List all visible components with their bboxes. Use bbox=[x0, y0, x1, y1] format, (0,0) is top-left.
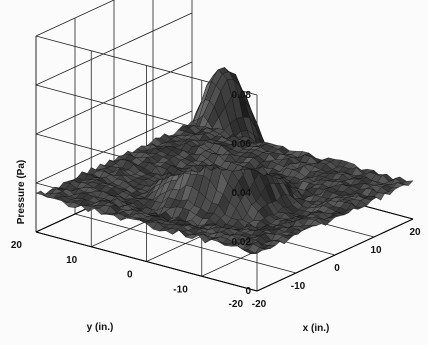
x-tick-labels: -20 -10 0 10 20 bbox=[252, 227, 421, 310]
surface-cell bbox=[401, 180, 414, 186]
grid-line bbox=[35, 12, 193, 86]
z-axis-label: Pressure (Pa) bbox=[16, 160, 27, 224]
y-tick-label: -10 bbox=[173, 284, 188, 295]
y-tick-label: 20 bbox=[11, 240, 23, 251]
x-tick-label: -10 bbox=[291, 281, 306, 292]
z-tick-label: 0 bbox=[245, 286, 251, 297]
z-tick-label: 0.08 bbox=[232, 90, 252, 101]
grid-line bbox=[35, 110, 193, 184]
pressure-surface bbox=[35, 67, 414, 254]
x-tick-label: 10 bbox=[370, 245, 382, 256]
x-tick-label: 0 bbox=[334, 263, 340, 274]
y-tick-label: 0 bbox=[127, 270, 133, 281]
y-tick-labels: 20 10 0 -10 -20 bbox=[11, 240, 244, 310]
grid-line bbox=[35, 0, 115, 37]
grid-line bbox=[35, 61, 193, 135]
z-tick-label: 0.04 bbox=[232, 188, 252, 199]
x-axis-label: x (in.) bbox=[303, 323, 330, 334]
axis-edge bbox=[256, 218, 414, 292]
y-tick-label: 10 bbox=[66, 255, 78, 266]
y-axis-label: y (in.) bbox=[87, 322, 114, 333]
x-tick-label: -20 bbox=[252, 299, 267, 310]
y-tick-label: -20 bbox=[229, 299, 244, 310]
axis-edge bbox=[35, 231, 258, 292]
z-tick-label: 0.06 bbox=[232, 139, 252, 150]
x-tick-label: 20 bbox=[409, 227, 421, 238]
z-tick-label: 0.02 bbox=[232, 237, 252, 248]
z-tick-labels: 0 0.02 0.04 0.06 0.08 bbox=[232, 90, 252, 297]
